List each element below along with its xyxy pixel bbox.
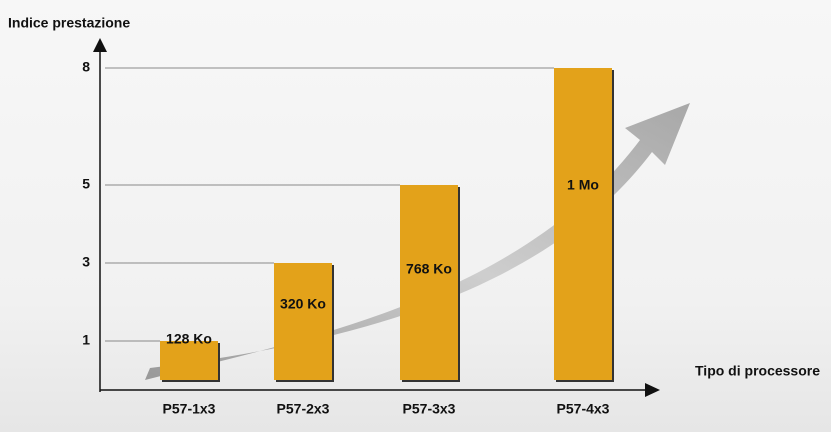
bar — [400, 185, 458, 380]
bar — [274, 263, 332, 380]
x-axis-title: Tipo di processore — [695, 363, 820, 379]
bar — [554, 68, 612, 380]
y-tick-label: 5 — [82, 176, 90, 192]
y-tick-label: 3 — [82, 254, 90, 270]
bar-label: 128 Ko — [166, 331, 212, 347]
bar — [160, 341, 218, 380]
x-tick-label: P57-1x3 — [163, 401, 216, 417]
x-tick-label: P57-4x3 — [557, 401, 610, 417]
bar-label: 768 Ko — [406, 261, 452, 277]
page: Indice prestazione Tipo di processore 1 3… — [0, 0, 831, 432]
chart: Indice prestazione Tipo di processore 1 3… — [0, 0, 831, 432]
x-tick-label: P57-3x3 — [403, 401, 456, 417]
x-tick-label: P57-2x3 — [277, 401, 330, 417]
y-tick-label: 8 — [82, 59, 90, 75]
bar-label: 320 Ko — [280, 296, 326, 312]
y-axis-title: Indice prestazione — [8, 15, 130, 31]
bar-label: 1 Mo — [567, 177, 599, 193]
y-tick-label: 1 — [82, 332, 90, 348]
